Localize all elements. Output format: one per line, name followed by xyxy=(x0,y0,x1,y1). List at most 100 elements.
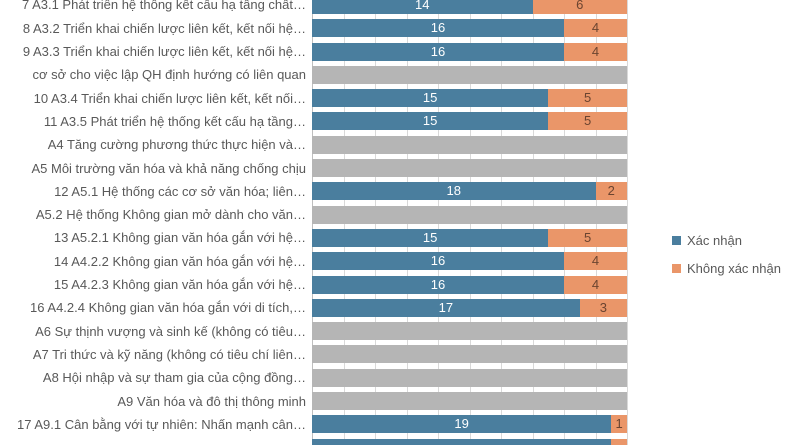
chart-row: 9 A3.3 Triển khai chiến lược liên kết, k… xyxy=(0,40,800,63)
value-label-not-confirmed: 3 xyxy=(599,299,607,315)
bar-not-confirmed: 4 xyxy=(564,19,627,38)
chart-row: A4 Tăng cường phương thức thực hiện và… xyxy=(0,133,800,156)
bar-not-confirmed xyxy=(611,438,627,445)
legend-item-not_confirmed: Không xác nhận xyxy=(672,259,781,277)
bar-area xyxy=(312,368,627,387)
bar-confirmed: 16 xyxy=(312,19,564,38)
bar-area: 14 6 xyxy=(312,0,627,14)
value-label-not-confirmed: 5 xyxy=(584,229,592,245)
legend-item-confirmed: Xác nhận xyxy=(672,231,781,249)
bar-not-confirmed: 2 xyxy=(595,182,627,201)
category-label xyxy=(0,436,306,445)
bar-area: 18 2 xyxy=(312,182,627,201)
value-label-confirmed: 15 xyxy=(422,229,438,245)
chart-row: A7 Tri thức và kỹ năng (không có tiêu ch… xyxy=(0,343,800,366)
category-label: 10 A3.4 Triển khai chiến lược liên kết, … xyxy=(33,90,306,106)
bar-not-confirmed: 4 xyxy=(564,42,627,61)
value-label-confirmed: 15 xyxy=(422,113,438,129)
bar-confirmed: 15 xyxy=(312,228,549,247)
chart-row: 16 A4.2.4 Không gian văn hóa gắn với di … xyxy=(0,296,800,319)
bar-area: 17 3 xyxy=(312,298,627,317)
bar-area: 16 4 xyxy=(312,275,627,294)
bar-area: 15 5 xyxy=(312,89,627,108)
bar-area: 16 4 xyxy=(312,42,627,61)
bar-not-confirmed: 5 xyxy=(548,89,627,108)
value-label-not-confirmed: 1 xyxy=(615,416,623,432)
bar-area: 19 1 xyxy=(312,415,627,434)
value-label-not-confirmed: 5 xyxy=(584,113,592,129)
chart-row: A5 Môi trường văn hóa và khả năng chống … xyxy=(0,157,800,180)
bar-no-data xyxy=(312,368,627,387)
value-label-not-confirmed: 5 xyxy=(584,90,592,106)
category-label: A8 Hội nhập và sự tham gia của cộng đồng… xyxy=(42,370,306,386)
category-label: 9 A3.3 Triển khai chiến lược liên kết, k… xyxy=(22,44,306,59)
chart-row: 15 A4.2.3 Không gian văn hóa gắn với hệ…… xyxy=(0,273,800,296)
chart-row: A9 Văn hóa và đô thị thông minh xyxy=(0,390,800,413)
chart-row: A6 Sự thịnh vượng và sinh kế (không có t… xyxy=(0,320,800,343)
legend-swatch-icon xyxy=(672,235,681,245)
bar-no-data xyxy=(312,322,627,341)
value-label-confirmed: 16 xyxy=(430,20,446,36)
bar-confirmed: 15 xyxy=(312,112,549,131)
value-label-not-confirmed: 4 xyxy=(591,253,600,269)
bar-no-data xyxy=(312,205,627,224)
category-label: A5 Môi trường văn hóa và khả năng chống … xyxy=(31,160,306,176)
bar-confirmed: 14 xyxy=(312,0,533,14)
category-label: A9 Văn hóa và đô thị thông minh xyxy=(117,393,306,409)
value-label-not-confirmed: 4 xyxy=(591,20,600,36)
value-label-not-confirmed: 4 xyxy=(591,43,600,59)
bar-not-confirmed: 5 xyxy=(548,228,627,247)
value-label-confirmed: 16 xyxy=(430,253,446,269)
category-label: 13 A5.2.1 Không gian văn hóa gắn với hệ… xyxy=(53,230,306,246)
bar-area: 15 5 xyxy=(312,112,627,131)
value-label-not-confirmed: 2 xyxy=(607,183,615,199)
legend: Xác nhận Không xác nhận xyxy=(672,231,781,287)
bar-area xyxy=(312,345,627,364)
bar-confirmed: 18 xyxy=(312,182,596,201)
chart-row xyxy=(0,436,800,445)
bar-confirmed: 16 xyxy=(312,252,564,271)
value-label-confirmed: 17 xyxy=(438,299,454,315)
chart-row: A8 Hội nhập và sự tham gia của cộng đồng… xyxy=(0,366,800,389)
bar-no-data xyxy=(312,345,627,364)
category-label: A6 Sự thịnh vượng và sinh kế (không có t… xyxy=(35,323,306,339)
value-label-not-confirmed: 6 xyxy=(576,0,584,12)
category-label: 16 A4.2.4 Không gian văn hóa gắn với di … xyxy=(30,300,306,316)
bar-confirmed xyxy=(312,438,612,445)
bar-no-data xyxy=(312,65,627,84)
chart-row: 8 A3.2 Triển khai chiến lược liên kết, k… xyxy=(0,17,800,40)
bar-not-confirmed: 4 xyxy=(564,252,627,271)
bar-area: 15 5 xyxy=(312,228,627,247)
value-label-confirmed: 15 xyxy=(422,90,438,106)
chart-row: 14 A4.2.2 Không gian văn hóa gắn với hệ…… xyxy=(0,250,800,273)
value-label-not-confirmed: 4 xyxy=(591,276,600,292)
gridline xyxy=(627,0,628,445)
bar-area xyxy=(312,135,627,154)
bar-area xyxy=(312,322,627,341)
bar-not-confirmed: 3 xyxy=(579,298,627,317)
chart-row: 13 A5.2.1 Không gian văn hóa gắn với hệ…… xyxy=(0,226,800,249)
category-label: 7 A3.1 Phát triển hệ thống kết cấu hạ tầ… xyxy=(21,0,306,13)
chart-row: 17 A9.1 Cân bằng với tự nhiên: Nhấn mạnh… xyxy=(0,413,800,436)
value-label-confirmed: 16 xyxy=(430,276,446,292)
bar-area xyxy=(312,65,627,84)
bar-area xyxy=(312,159,627,178)
legend-swatch-icon xyxy=(672,263,681,273)
bar-area xyxy=(312,438,627,445)
category-label: 14 A4.2.2 Không gian văn hóa gắn với hệ… xyxy=(53,253,306,269)
bar-confirmed: 16 xyxy=(312,275,564,294)
bar-confirmed: 16 xyxy=(312,42,564,61)
bar-confirmed: 19 xyxy=(312,415,612,434)
category-label: 12 A5.1 Hệ thống các cơ sở văn hóa; liên… xyxy=(54,183,306,199)
value-label-confirmed: 19 xyxy=(454,416,469,432)
category-label: 15 A4.2.3 Không gian văn hóa gắn với hệ… xyxy=(53,277,306,292)
bar-not-confirmed: 1 xyxy=(611,415,627,434)
bar-area: 16 4 xyxy=(312,19,627,38)
category-label: A5.2 Hệ thống Không gian mở dành cho văn… xyxy=(35,207,306,223)
bar-no-data xyxy=(312,159,627,178)
chart-row: 10 A3.4 Triển khai chiến lược liên kết, … xyxy=(0,87,800,110)
value-label-confirmed: 18 xyxy=(446,183,461,199)
bar-confirmed: 15 xyxy=(312,89,549,108)
